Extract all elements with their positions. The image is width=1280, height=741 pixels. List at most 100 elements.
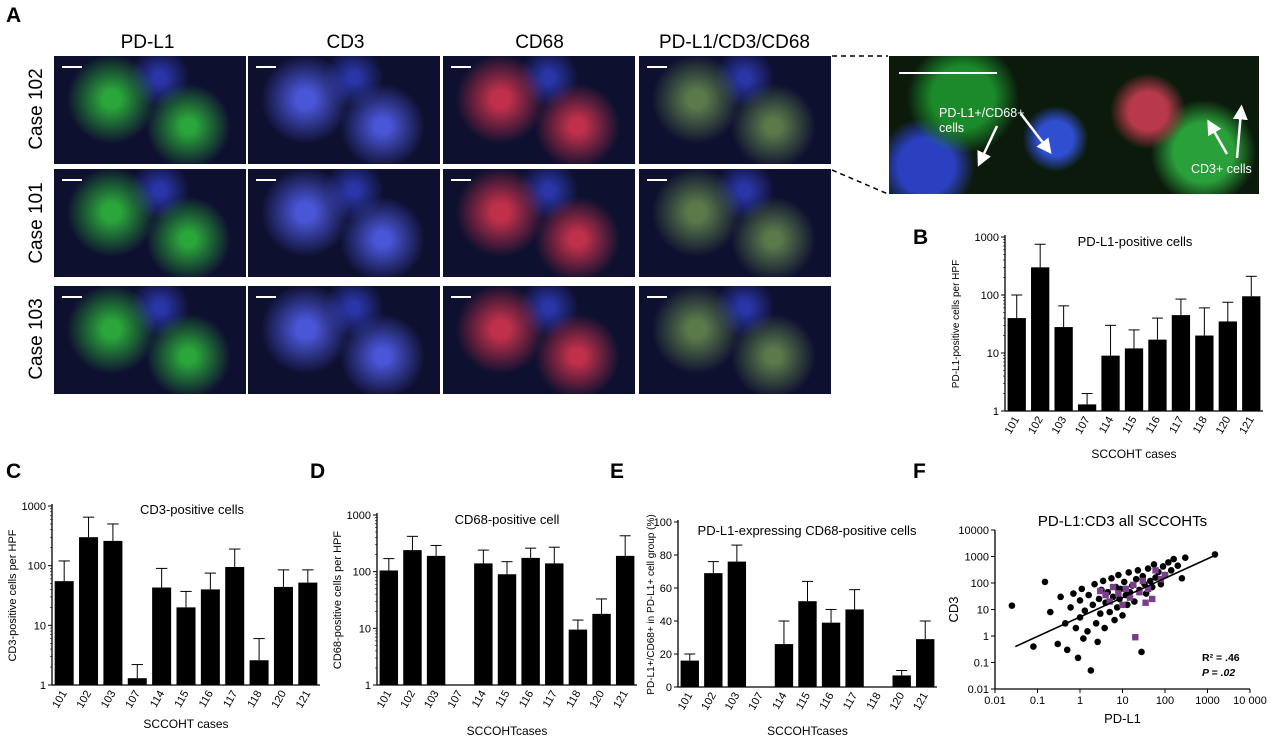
data-point [1008, 602, 1016, 609]
data-point [1089, 601, 1097, 609]
data-point [1178, 575, 1186, 582]
data-point [1113, 604, 1121, 611]
bar-117 [225, 566, 245, 685]
x-tick-label: 115 [493, 689, 512, 710]
y-tick-label: 80 [660, 550, 672, 562]
bar-115 [798, 601, 817, 687]
x-tick-label: 103 [723, 691, 743, 713]
y-tick-label: 1000 [975, 232, 999, 244]
column-header-pdl1: PD-L1 [120, 32, 175, 53]
x-tick-label: 102 [75, 689, 95, 711]
x-tick-label: 120 [269, 689, 289, 711]
x-tick-label: 102 [699, 691, 719, 713]
x-tick-label: 100 [1156, 695, 1174, 707]
bar-102 [79, 537, 99, 685]
data-point [1099, 577, 1107, 585]
data-point [1120, 578, 1128, 586]
x-tick-label: 101 [375, 689, 395, 711]
bar-102 [403, 550, 422, 685]
x-tick-label: 101 [1003, 415, 1023, 437]
bar-120 [592, 613, 611, 685]
x-tick-label: 117 [1167, 415, 1186, 436]
bar-121 [615, 555, 635, 685]
zoom-label-cd3: CD3+ cells [1191, 162, 1252, 176]
micrograph-merge-row-3 [639, 286, 831, 394]
bar-107 [1077, 404, 1097, 411]
bar-115 [1124, 348, 1144, 411]
micrograph-cd68-row-2 [443, 169, 635, 277]
data-point [1054, 640, 1062, 648]
x-tick-label: 114 [470, 689, 489, 710]
micrograph-cd3-row-2 [248, 169, 440, 277]
y-tick-label: 100 [353, 567, 371, 579]
data-point-square [1109, 583, 1117, 591]
y-tick-label: 100 [971, 578, 989, 590]
data-point [1146, 577, 1154, 585]
bar-102 [1031, 267, 1050, 411]
data-point [1057, 593, 1064, 601]
x-tick-label: 114 [1097, 415, 1116, 436]
x-tick-label: 121 [294, 689, 314, 711]
x-tick-label: 115 [172, 689, 191, 710]
x-axis-label: SCCOHTcases [767, 724, 848, 738]
data-point [1080, 635, 1087, 642]
x-tick-label: 117 [841, 691, 860, 712]
y-tick-label: 1 [983, 631, 989, 643]
micrograph-merge-row-1 [639, 56, 831, 164]
data-point [1101, 624, 1108, 632]
x-tick-label: 120 [888, 691, 908, 713]
micrograph-pdl1-row-3 [54, 286, 246, 394]
data-point-square [1161, 571, 1169, 579]
data-point [1091, 580, 1098, 588]
x-tick-label: 0.01 [984, 695, 1005, 707]
data-point-square [1132, 634, 1139, 641]
bar-101 [1007, 318, 1026, 411]
zoom-arrows [977, 104, 1248, 167]
scale-bar [647, 296, 667, 298]
scale-bar [451, 66, 471, 68]
row-header-case-102: Case 102 [26, 68, 47, 150]
bar-121 [916, 639, 935, 687]
x-tick-label: 114 [770, 691, 789, 712]
scale-bar [256, 296, 276, 298]
micrograph-cd3-row-1 [248, 56, 440, 164]
x-tick-label: 120 [1214, 415, 1234, 437]
x-tick-label: 120 [588, 689, 608, 711]
data-point [1144, 565, 1152, 572]
x-tick-label: 115 [1120, 415, 1139, 436]
r-squared-label: R² = .46 [1202, 652, 1240, 664]
chart-cd3-positive: 1 10 100 1000 101 102 103 107 114 115 116 117 118 120… [7, 501, 320, 731]
chart-title: PD-L1:CD3 all SCCOHTs [1038, 513, 1207, 530]
y-axis-label: CD68-positive cells per HPF [332, 531, 344, 669]
x-tick-label: 116 [197, 689, 216, 710]
y-tick-label: 0.01 [968, 684, 989, 696]
x-tick-label: 103 [99, 689, 119, 711]
y-axis-label: PD-L1+/CD68+ in PD-L1+ cell group (%) [646, 514, 657, 694]
bar-118 [1195, 335, 1214, 411]
chart-title: PD-L1-positive cells [1078, 234, 1193, 249]
bar-114 [474, 563, 493, 685]
micrograph-pdl1-row-2 [54, 169, 246, 277]
bar-103 [103, 540, 123, 685]
data-point-square [1106, 598, 1113, 605]
data-point-square [1102, 591, 1109, 599]
y-tick-label: 1 [365, 680, 371, 692]
micrograph-merge-row-2 [639, 169, 831, 277]
data-point [1078, 585, 1086, 593]
y-tick-label: 0 [666, 682, 672, 694]
zoom-connector [831, 55, 889, 195]
data-point [1125, 569, 1133, 576]
bar-118 [568, 629, 588, 685]
micrograph-pdl1-row-1 [54, 56, 246, 164]
data-point [1174, 562, 1182, 569]
y-tick-label: 1 [40, 680, 46, 692]
x-axis-label: SCCOHT cases [143, 717, 228, 731]
chart-scatter-pdl1-cd3: 0.01 0.1 1 10 100 1000 10 000 0.01 0.1 1 10 100 1000… [946, 513, 1267, 726]
data-point-square [1139, 577, 1146, 585]
x-tick-label: 121 [1237, 415, 1257, 437]
x-tick-label: 103 [1050, 415, 1070, 437]
data-point [1096, 610, 1104, 617]
chart-title: PD-L1-expressing CD68-positive cells [698, 523, 917, 538]
x-tick-label: 121 [611, 689, 631, 711]
panel-e-letter: E [610, 460, 625, 483]
